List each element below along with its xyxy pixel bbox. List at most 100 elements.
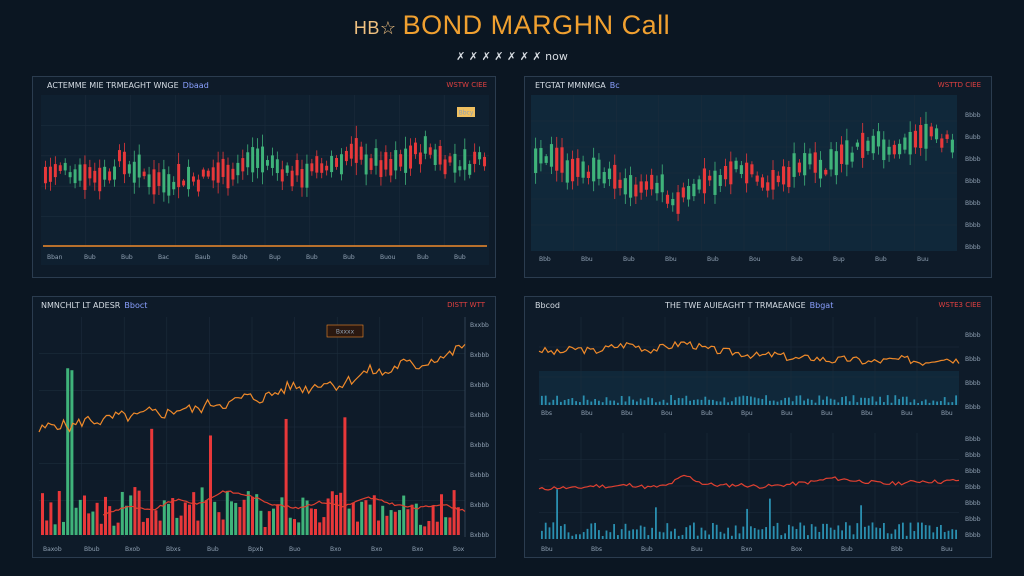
volume-bar (381, 505, 385, 535)
volume-bar (99, 523, 103, 535)
volume-bar (209, 435, 212, 535)
volume-bar (414, 503, 418, 535)
upper-volume-bar (924, 399, 927, 405)
candle (607, 168, 612, 180)
volume-bar (343, 417, 347, 535)
candle (766, 182, 770, 191)
candle (586, 171, 590, 178)
candle (389, 158, 393, 176)
volume-bar (141, 521, 145, 535)
candle (887, 146, 891, 155)
x-tick-label: Buou (380, 254, 396, 261)
candle (929, 126, 933, 137)
lower-volume-bar (598, 530, 600, 539)
lower-volume-bar (826, 523, 828, 539)
candle (570, 158, 575, 182)
volume-bar (251, 496, 254, 535)
x-tick-label: Bbu (621, 410, 633, 417)
x-tick-label: Bub (707, 256, 719, 263)
lower-volume-bar (841, 530, 843, 539)
candle (597, 159, 601, 179)
x-tick-label: Bbs (591, 546, 602, 553)
upper-volume-bar (837, 402, 840, 405)
volume-bar (192, 492, 196, 535)
lower-volume-bar (556, 489, 558, 539)
lower-volume-bar (833, 529, 836, 539)
candle (290, 170, 294, 187)
candle (634, 184, 638, 197)
volume-bar (91, 511, 95, 535)
lower-volume-bar (860, 505, 862, 539)
upper-volume-bar (856, 402, 859, 405)
line-bar-chart-1: Bxxxx Bxxbb Bxbbb Bxbbb Bxbbb Bxbbb Bxbbb Bxbbb… (38, 317, 489, 553)
lower-volume-bar (921, 522, 923, 539)
candle (78, 164, 82, 181)
candle (458, 166, 462, 171)
lower-volume-bar (769, 498, 771, 539)
lower-volume-bar (738, 533, 741, 539)
candle (394, 150, 398, 171)
lower-volume-bar (928, 525, 931, 539)
volume-bar (112, 525, 116, 535)
lower-volume-bar (609, 532, 612, 539)
candle (660, 174, 664, 193)
x-tick-label: Buo (289, 546, 301, 553)
candle (137, 154, 141, 178)
x-tick-label: Buu (781, 410, 793, 417)
lower-volume-bar (620, 529, 623, 539)
y-tick-label: Bxbbb (470, 502, 489, 509)
lower-volume-bar (837, 525, 840, 539)
upper-volume-bar (700, 399, 703, 405)
volume-bar (78, 499, 82, 535)
candle (473, 151, 477, 164)
volume-bar (431, 505, 435, 535)
upper-volume-bar (932, 400, 935, 405)
candle (555, 147, 559, 171)
volume-bar (284, 418, 288, 535)
volume-bar (322, 517, 326, 535)
candle (330, 155, 334, 173)
upper-volume-bar (647, 397, 650, 405)
candle (934, 128, 939, 140)
panel-title: THE TWE AUIEAGHT T TRMAEANGE Bbgat (665, 301, 834, 310)
x-tick-label: Bxo (371, 546, 382, 553)
upper-volume-bar (666, 402, 669, 405)
upper-volume-bar (845, 396, 847, 405)
candle (147, 174, 151, 188)
lower-volume-bar (689, 525, 691, 539)
volume-bar (435, 521, 439, 535)
volume-bar (276, 504, 280, 535)
volume-bar (234, 502, 238, 535)
upper-volume-bar (681, 398, 684, 405)
upper-volume-bar (708, 399, 710, 405)
upper-volume-bar (780, 400, 783, 405)
candle (113, 166, 117, 180)
volume-bar (259, 510, 263, 535)
upper-volume-bar (544, 395, 547, 405)
y-tick-label: Bbbb (965, 222, 981, 229)
candle (305, 163, 309, 188)
candle (315, 156, 319, 173)
x-tick-label: Bxo (412, 546, 423, 553)
volume-bar (356, 521, 359, 535)
candle (177, 163, 181, 188)
upper-volume-bar (643, 400, 646, 405)
candle (335, 158, 339, 167)
volume-bar (183, 502, 187, 535)
candle (364, 154, 368, 175)
y-tick-label: Bbbb (965, 404, 981, 411)
candle (236, 162, 240, 176)
upper-volume-bar (579, 402, 581, 405)
upper-volume-bar (624, 401, 627, 405)
volume-bar (330, 491, 334, 535)
upper-volume-bar (674, 400, 676, 405)
upper-volume-bar (810, 399, 813, 405)
upper-volume-bar (898, 399, 900, 405)
y-tick-label: Bbbb (965, 200, 981, 207)
volume-bar (66, 368, 70, 535)
x-tick-label: Bubb (232, 254, 248, 261)
volume-bar (297, 522, 301, 535)
upper-volume-bar (757, 398, 760, 405)
candle (803, 153, 807, 176)
upper-volume-bar (639, 398, 642, 405)
